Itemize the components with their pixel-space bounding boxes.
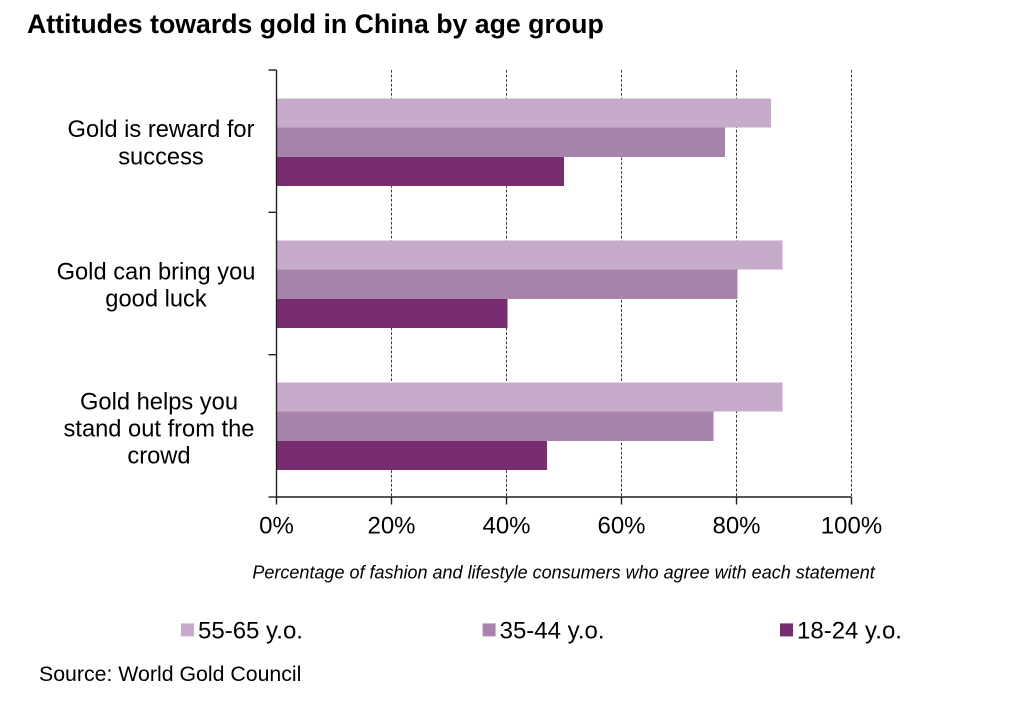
svg-text:20%: 20% bbox=[367, 513, 415, 540]
svg-text:18-24 y.o.: 18-24 y.o. bbox=[797, 618, 902, 645]
svg-text:0%: 0% bbox=[259, 513, 294, 540]
svg-text:Gold is reward for: Gold is reward for bbox=[68, 117, 255, 143]
svg-text:success: success bbox=[118, 145, 204, 171]
svg-text:Gold can bring you: Gold can bring you bbox=[57, 260, 256, 286]
svg-text:40%: 40% bbox=[482, 513, 530, 540]
svg-text:Attitudes towards gold in Chin: Attitudes towards gold in China by age g… bbox=[27, 9, 604, 39]
svg-text:35-44 y.o.: 35-44 y.o. bbox=[500, 618, 605, 645]
svg-text:Gold helps you: Gold helps you bbox=[80, 390, 238, 416]
svg-text:60%: 60% bbox=[597, 513, 645, 540]
svg-text:crowd: crowd bbox=[127, 444, 190, 470]
svg-text:Source: World Gold Council: Source: World Gold Council bbox=[39, 662, 301, 686]
svg-text:Percentage of fashion and life: Percentage of fashion and lifestyle cons… bbox=[252, 563, 875, 583]
svg-text:good luck: good luck bbox=[105, 287, 207, 313]
svg-text:55-65 y.o.: 55-65 y.o. bbox=[198, 618, 303, 645]
svg-text:100%: 100% bbox=[821, 513, 882, 540]
svg-text:stand out from the: stand out from the bbox=[64, 417, 255, 443]
svg-text:80%: 80% bbox=[712, 513, 760, 540]
